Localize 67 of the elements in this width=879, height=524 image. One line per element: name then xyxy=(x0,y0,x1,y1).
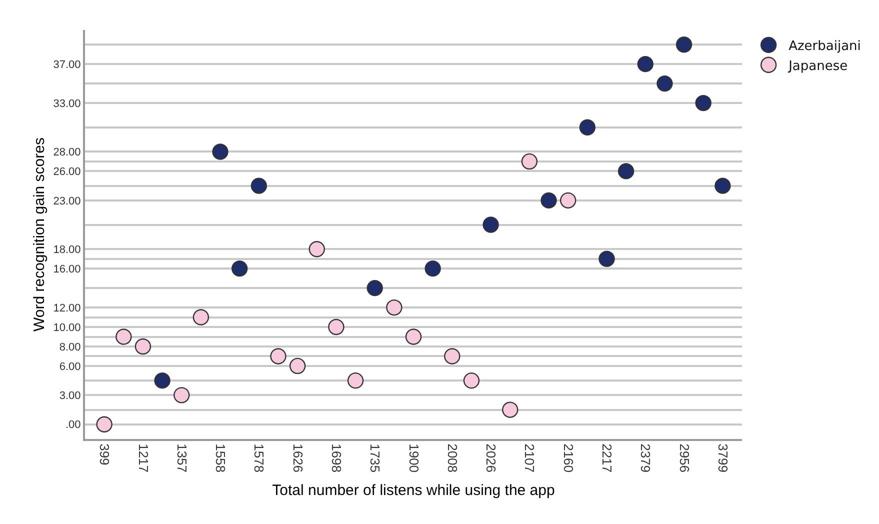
point xyxy=(405,328,422,345)
point xyxy=(560,192,576,209)
point xyxy=(192,309,210,326)
legend-label: Japanese xyxy=(788,58,848,74)
x-tick-label: 1217 xyxy=(136,444,151,473)
point xyxy=(231,260,248,277)
point xyxy=(289,358,306,374)
y-tick-label: .00 xyxy=(66,419,81,432)
point xyxy=(579,119,596,136)
x-tick-label: 2160 xyxy=(560,444,576,473)
point xyxy=(714,178,731,194)
point xyxy=(174,387,190,404)
point xyxy=(444,348,460,364)
x-tick-label: 1626 xyxy=(290,444,306,473)
point xyxy=(424,260,441,277)
point xyxy=(676,36,692,53)
point xyxy=(637,56,654,72)
y-tick-label: 23.00 xyxy=(53,195,81,208)
y-tick-label: 37.00 xyxy=(53,58,81,71)
x-tick-label: 1735 xyxy=(368,444,383,473)
point xyxy=(463,372,480,389)
point xyxy=(656,75,673,92)
x-tick-label: 1357 xyxy=(174,444,190,473)
x-axis-title: Total number of listens while using the app xyxy=(272,482,555,499)
point xyxy=(347,372,364,389)
point xyxy=(116,328,132,345)
point xyxy=(134,338,152,355)
x-tick-label: 1900 xyxy=(406,444,422,473)
y-tick-label: 26.00 xyxy=(53,166,81,178)
x-tick-label: 2026 xyxy=(484,444,499,473)
x-tick-label: 2107 xyxy=(522,444,538,473)
point xyxy=(598,250,615,267)
x-tick-label: 1558 xyxy=(213,444,228,473)
x-tick-label: 2008 xyxy=(444,444,460,473)
point xyxy=(386,299,402,316)
y-tick-label: 28.00 xyxy=(53,146,81,159)
x-tick-label: 3799 xyxy=(715,444,730,473)
y-tick-label: 3.00 xyxy=(59,390,81,402)
x-tick-label: 2956 xyxy=(676,444,692,473)
x-tick-label: 2217 xyxy=(600,444,615,473)
y-tick-label: 10.00 xyxy=(53,322,81,334)
y-axis-title: Word recognition gain scores xyxy=(31,138,48,332)
x-tick-label: 2379 xyxy=(638,444,654,473)
y-tick-label: 16.00 xyxy=(53,263,81,276)
point xyxy=(502,402,518,418)
point xyxy=(540,192,557,209)
point xyxy=(482,216,499,233)
y-tick-label: 18.00 xyxy=(53,244,81,256)
x-tick-label: 1578 xyxy=(252,444,267,473)
point xyxy=(154,372,170,389)
point xyxy=(366,280,383,296)
point xyxy=(308,241,325,258)
y-tick-label: 8.00 xyxy=(59,341,81,354)
legend-label: Azerbaijani xyxy=(788,39,861,54)
point xyxy=(250,178,268,194)
y-tick-label: 12.00 xyxy=(53,302,81,314)
point xyxy=(618,163,634,180)
point xyxy=(270,348,286,364)
point xyxy=(521,153,538,170)
point xyxy=(212,144,228,160)
x-tick-label: 1698 xyxy=(328,444,344,473)
point xyxy=(328,318,344,336)
point xyxy=(695,94,712,112)
point xyxy=(96,416,112,432)
y-tick-label: 6.00 xyxy=(59,360,81,373)
x-tick-label: 399 xyxy=(97,444,112,466)
y-tick-label: 33.00 xyxy=(53,98,81,110)
